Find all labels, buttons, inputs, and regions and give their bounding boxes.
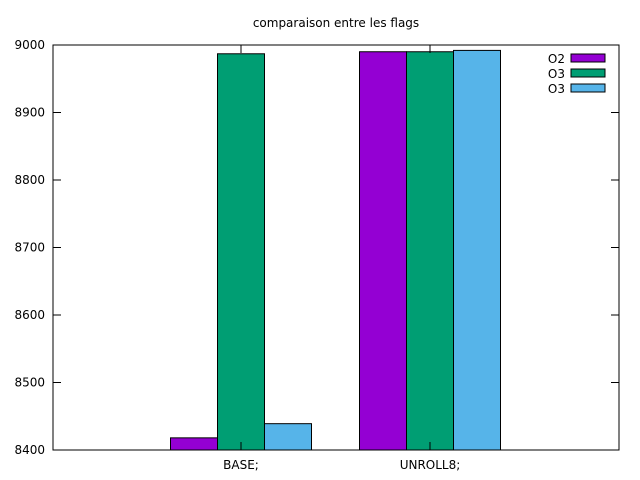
chart-title: comparaison entre les flags xyxy=(253,16,419,30)
legend-label-1: O2 xyxy=(548,52,565,66)
bars-group xyxy=(170,49,501,451)
bar-3-2 xyxy=(453,49,501,451)
bar-2-2 xyxy=(406,51,454,451)
legend-label-3: O3 xyxy=(548,82,565,96)
y-tick-label: 8500 xyxy=(14,376,45,390)
y-tick-label: 8700 xyxy=(14,241,45,255)
y-tick-label: 8900 xyxy=(14,106,45,120)
plot-frame xyxy=(52,44,620,451)
x-tick-label: BASE; xyxy=(223,458,259,472)
legend-swatch-1 xyxy=(570,53,606,63)
x-axis: BASE; UNROLL8; xyxy=(223,45,460,472)
y-tick-label: 8600 xyxy=(14,308,45,322)
bar-1-2 xyxy=(359,51,407,451)
y-axis: 8400 8500 8600 8700 8800 8900 9000 xyxy=(14,38,619,457)
bar-1-1 xyxy=(170,437,218,451)
legend-swatch-2 xyxy=(570,68,606,78)
legend-label-2: O3 xyxy=(548,67,565,81)
y-tick-label: 9000 xyxy=(14,38,45,52)
bar-2-1 xyxy=(217,53,265,451)
y-tick-label: 8800 xyxy=(14,173,45,187)
x-tick-label: UNROLL8; xyxy=(400,458,461,472)
legend-swatch-3 xyxy=(570,83,606,93)
y-tick-label: 8400 xyxy=(14,443,45,457)
bar-3-1 xyxy=(264,423,312,451)
